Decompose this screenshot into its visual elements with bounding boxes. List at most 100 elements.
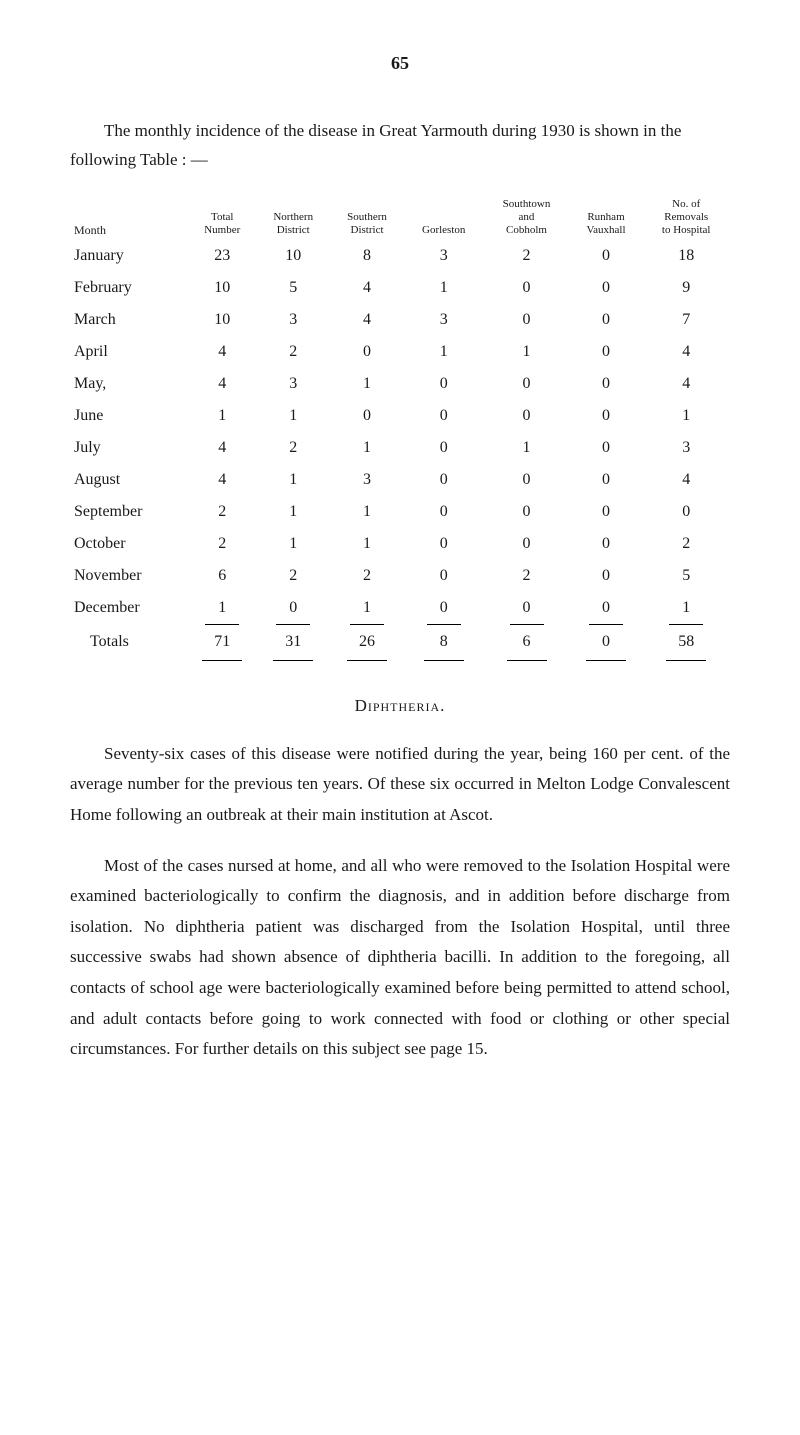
runham-cell: 0 (570, 592, 643, 624)
southern-cell: 0 (330, 400, 404, 432)
southern-cell: 4 (330, 304, 404, 336)
removals-cell: 18 (642, 240, 730, 272)
runham-cell: 0 (570, 272, 643, 304)
northern-cell: 5 (256, 272, 330, 304)
total-cell: 10 (188, 304, 256, 336)
runham-cell: 0 (570, 560, 643, 592)
header-removals: No. ofRemovalsto Hospital (642, 195, 730, 241)
table-row: August 4 1 3 0 0 0 4 (70, 464, 730, 496)
southern-cell: 1 (330, 496, 404, 528)
removals-cell: 4 (642, 464, 730, 496)
northern-cell: 1 (256, 464, 330, 496)
runham-cell: 0 (570, 528, 643, 560)
month-cell: July (70, 432, 188, 464)
northern-cell: 1 (256, 528, 330, 560)
incidence-table: Month TotalNumber NorthernDistrict South… (70, 195, 730, 664)
gorleston-cell: 0 (404, 496, 483, 528)
removals-cell: 9 (642, 272, 730, 304)
removals-cell: 0 (642, 496, 730, 528)
total-cell: 1 (188, 592, 256, 624)
totals-southtown: 6 (483, 627, 569, 658)
gorleston-cell: 0 (404, 368, 483, 400)
totals-runham: 0 (570, 627, 643, 658)
southtown-cell: 2 (483, 560, 569, 592)
table-row: March 10 3 4 3 0 0 7 (70, 304, 730, 336)
month-cell: March (70, 304, 188, 336)
southtown-cell: 2 (483, 240, 569, 272)
table-row: December 1 0 1 0 0 0 1 (70, 592, 730, 624)
table-row: September 2 1 1 0 0 0 0 (70, 496, 730, 528)
southtown-cell: 1 (483, 432, 569, 464)
header-gorleston: Gorleston (404, 195, 483, 241)
gorleston-cell: 1 (404, 336, 483, 368)
divider-row (70, 658, 730, 663)
total-cell: 4 (188, 432, 256, 464)
removals-cell: 2 (642, 528, 730, 560)
gorleston-cell: 0 (404, 560, 483, 592)
southtown-cell: 0 (483, 304, 569, 336)
northern-cell: 0 (256, 592, 330, 624)
removals-cell: 4 (642, 336, 730, 368)
table-row: November 6 2 2 0 2 0 5 (70, 560, 730, 592)
table-row: October 2 1 1 0 0 0 2 (70, 528, 730, 560)
month-cell: June (70, 400, 188, 432)
header-northern: NorthernDistrict (256, 195, 330, 241)
southern-cell: 1 (330, 368, 404, 400)
gorleston-cell: 0 (404, 528, 483, 560)
month-cell: November (70, 560, 188, 592)
month-cell: April (70, 336, 188, 368)
northern-cell: 3 (256, 368, 330, 400)
month-cell: May, (70, 368, 188, 400)
totals-northern: 31 (256, 627, 330, 658)
intro-text: The monthly incidence of the disease in … (70, 117, 730, 175)
runham-cell: 0 (570, 432, 643, 464)
total-cell: 2 (188, 528, 256, 560)
southtown-cell: 0 (483, 592, 569, 624)
southern-cell: 8 (330, 240, 404, 272)
table-row: February 10 5 4 1 0 0 9 (70, 272, 730, 304)
paragraph-1: Seventy-six cases of this disease were n… (70, 739, 730, 831)
header-month: Month (70, 195, 188, 241)
gorleston-cell: 1 (404, 272, 483, 304)
northern-cell: 3 (256, 304, 330, 336)
header-southern: SouthernDistrict (330, 195, 404, 241)
table-row: April 4 2 0 1 1 0 4 (70, 336, 730, 368)
runham-cell: 0 (570, 400, 643, 432)
total-cell: 10 (188, 272, 256, 304)
runham-cell: 0 (570, 304, 643, 336)
removals-cell: 1 (642, 592, 730, 624)
removals-cell: 7 (642, 304, 730, 336)
total-cell: 23 (188, 240, 256, 272)
header-total: TotalNumber (188, 195, 256, 241)
gorleston-cell: 0 (404, 464, 483, 496)
southtown-cell: 0 (483, 400, 569, 432)
southtown-cell: 0 (483, 528, 569, 560)
runham-cell: 0 (570, 368, 643, 400)
month-cell: February (70, 272, 188, 304)
table-row: June 1 1 0 0 0 0 1 (70, 400, 730, 432)
southern-cell: 1 (330, 528, 404, 560)
northern-cell: 10 (256, 240, 330, 272)
southern-cell: 1 (330, 592, 404, 624)
southtown-cell: 1 (483, 336, 569, 368)
southtown-cell: 0 (483, 496, 569, 528)
runham-cell: 0 (570, 464, 643, 496)
gorleston-cell: 0 (404, 400, 483, 432)
month-cell: August (70, 464, 188, 496)
section-title: Diphtheria. (70, 693, 730, 719)
removals-cell: 4 (642, 368, 730, 400)
total-cell: 4 (188, 368, 256, 400)
northern-cell: 2 (256, 560, 330, 592)
southtown-cell: 0 (483, 464, 569, 496)
southern-cell: 1 (330, 432, 404, 464)
totals-total: 71 (188, 627, 256, 658)
month-cell: December (70, 592, 188, 624)
southern-cell: 0 (330, 336, 404, 368)
gorleston-cell: 3 (404, 240, 483, 272)
table-row: January 23 10 8 3 2 0 18 (70, 240, 730, 272)
removals-cell: 1 (642, 400, 730, 432)
totals-southern: 26 (330, 627, 404, 658)
table-row: May, 4 3 1 0 0 0 4 (70, 368, 730, 400)
southtown-cell: 0 (483, 272, 569, 304)
northern-cell: 2 (256, 432, 330, 464)
